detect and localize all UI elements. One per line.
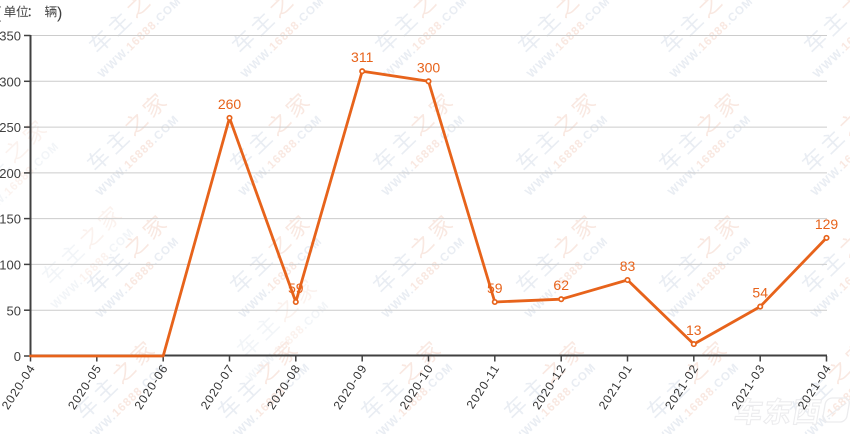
svg-text:260: 260 [218, 96, 242, 112]
svg-text:59: 59 [288, 280, 304, 296]
svg-text:129: 129 [815, 216, 839, 232]
svg-text:): ) [57, 5, 62, 22]
svg-text:59: 59 [487, 280, 503, 296]
svg-text:300: 300 [0, 74, 21, 89]
svg-text:300: 300 [417, 59, 441, 75]
svg-text:350: 350 [0, 29, 21, 44]
svg-text:(: ( [0, 5, 2, 22]
svg-text:13: 13 [686, 322, 702, 338]
svg-text:200: 200 [0, 166, 21, 181]
svg-text:250: 250 [0, 120, 21, 135]
svg-text:62: 62 [553, 277, 569, 293]
svg-text:311: 311 [351, 49, 374, 65]
svg-text:150: 150 [0, 212, 21, 227]
svg-text:83: 83 [620, 258, 636, 274]
svg-text:100: 100 [0, 258, 21, 273]
svg-text:50: 50 [7, 303, 21, 318]
svg-text:54: 54 [752, 285, 768, 301]
svg-text:0: 0 [14, 349, 21, 364]
